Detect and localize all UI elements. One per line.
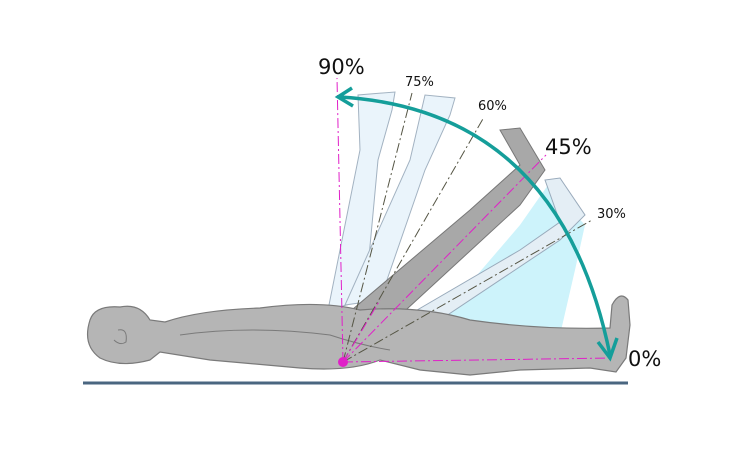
line-90 — [336, 77, 344, 363]
line-60 — [342, 116, 485, 363]
label-30: 30% — [597, 207, 626, 222]
label-60: 60% — [478, 99, 507, 114]
line-45 — [342, 154, 547, 363]
range-arc — [339, 95, 612, 356]
raised-leg-30 — [398, 177, 586, 321]
label-75: 75% — [405, 75, 434, 90]
ear-outline — [113, 329, 127, 345]
label-45: 45% — [545, 135, 592, 159]
body-silhouette — [87, 295, 631, 376]
arrowhead-bottom — [596, 337, 619, 362]
raised-leg-45 — [338, 127, 546, 321]
pivot-point — [338, 357, 348, 367]
line-30 — [342, 219, 593, 363]
line-0 — [342, 357, 613, 363]
label-0: 0% — [628, 347, 661, 371]
guide-lines — [336, 77, 613, 363]
arrowhead-top — [334, 86, 354, 108]
raised-leg-75 — [327, 91, 456, 311]
label-90: 90% — [318, 55, 365, 79]
arm-outline — [179, 329, 391, 351]
